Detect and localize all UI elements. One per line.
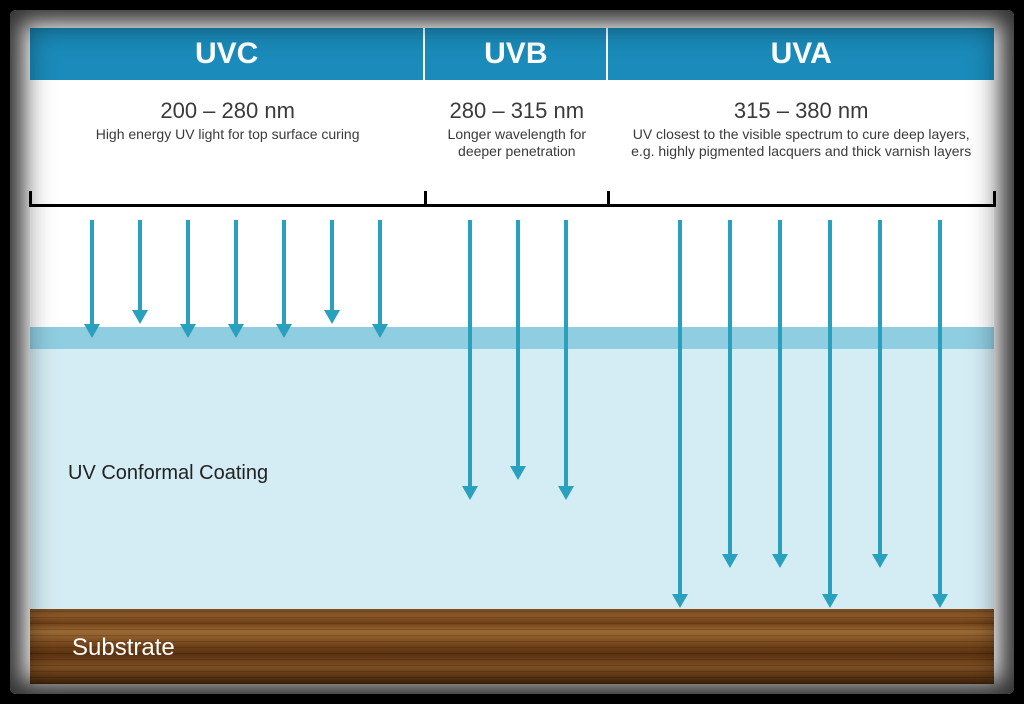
range-uva: 315 – 380 nm [622, 98, 980, 124]
desc-text-uva: UV closest to the visible spectrum to cu… [622, 126, 980, 160]
penetration-arrow-uva [828, 220, 832, 608]
penetration-arrow-uva [728, 220, 732, 568]
substrate-label: Substrate [72, 634, 175, 662]
coating-surface-band [30, 327, 994, 349]
desc-uvb: 280 – 315 nmLonger wavelength for deeper… [425, 92, 608, 164]
axis-tick [424, 191, 427, 207]
header-uvc: UVC [30, 28, 425, 80]
range-uvb: 280 – 315 nm [439, 98, 594, 124]
penetration-arrow-uva [678, 220, 682, 608]
penetration-arrow-uvc [378, 220, 382, 338]
penetration-arrow-uva [938, 220, 942, 608]
penetration-arrow-uvc [234, 220, 238, 338]
penetration-arrow-uvb [468, 220, 472, 500]
desc-text-uvb: Longer wavelength for deeper penetration [439, 126, 594, 160]
uv-header-row: UVCUVBUVA [30, 28, 994, 80]
uv-desc-row: 200 – 280 nm High energy UV light for top… [30, 92, 994, 164]
range-uvc: 200 – 280 nm [44, 98, 411, 124]
penetration-arrow-uvc [330, 220, 334, 324]
desc-uvc: 200 – 280 nm High energy UV light for top… [30, 92, 425, 164]
desc-text-uvc: High energy UV light for top surface cur… [44, 126, 411, 143]
coating-label: UV Conformal Coating [68, 462, 268, 485]
penetration-arrow-uvc [90, 220, 94, 338]
penetration-arrow-uvc [186, 220, 190, 338]
desc-uva: 315 – 380 nmUV closest to the visible sp… [608, 92, 994, 164]
penetration-arrow-uvb [516, 220, 520, 480]
penetration-arrow-uvb [564, 220, 568, 500]
axis-tick [607, 191, 610, 207]
air-gap-layer [30, 207, 994, 327]
penetration-arrow-uva [778, 220, 782, 568]
penetration-arrow-uvc [282, 220, 286, 338]
penetration-arrow-uva [878, 220, 882, 568]
axis-tick [29, 191, 32, 207]
header-uvb: UVB [425, 28, 608, 80]
axis-tick [993, 191, 996, 207]
header-uva: UVA [608, 28, 994, 80]
penetration-arrow-uvc [138, 220, 142, 324]
